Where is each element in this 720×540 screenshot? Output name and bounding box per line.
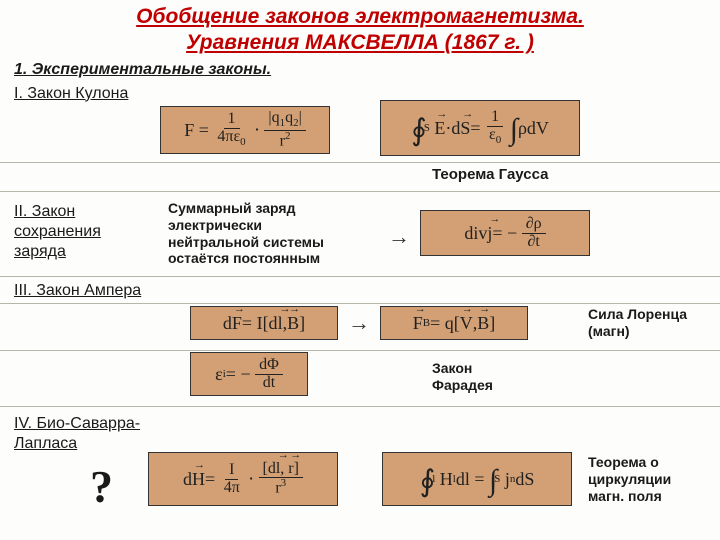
formula-lorentz: FB = q[V, B]: [380, 306, 528, 340]
arrow-icon: →: [388, 224, 410, 250]
formula-gauss: ∮S E·dS = 1ε0 ∫ρdV: [380, 100, 580, 156]
gauss-label: Теорема Гаусса: [432, 166, 548, 183]
title-line-1: Обобщение законов электромагнетизма.: [136, 5, 584, 28]
law-3-ampere: III. Закон Ампера: [0, 280, 141, 300]
formula-biot-savart: dH = I4π ⋅ [dl, r]r3: [148, 452, 338, 506]
formula-coulomb: F = 14πε0 ⋅ |q1q2|r2: [160, 106, 330, 154]
lorentz-label: Сила Лоренца (магн): [588, 306, 687, 340]
circulation-label: Теорема о циркуляции магн. поля: [588, 454, 671, 504]
formula-ampere-force: dF = I[dl, B]: [190, 306, 338, 340]
formula-continuity: div j = − ∂ρ∂t: [420, 210, 590, 256]
law-2-description: Суммарный заряд электрически нейтральной…: [168, 200, 368, 267]
page-title: Обобщение законов электромагнетизма. Ура…: [0, 0, 720, 57]
formula-faraday: εi = − dΦdt: [190, 352, 308, 396]
law-4-biot-savart: IV. Био-Саварра- Лапласа: [0, 412, 140, 454]
section-1: 1. Экспериментальные законы.: [0, 57, 720, 79]
faraday-label: Закон Фарадея: [432, 360, 493, 394]
law-1-coulomb: I. Закон Кулона: [0, 83, 720, 103]
formula-ampere-circ: ∮l Hldl = ∫S jndS: [382, 452, 572, 506]
arrow-icon: →: [348, 310, 370, 336]
question-mark: ?: [90, 460, 113, 513]
law-2-charge: II. Закон сохранения заряда: [0, 200, 101, 262]
title-line-2: Уравнения МАКСВЕЛЛА (1867 г. ): [186, 31, 534, 54]
